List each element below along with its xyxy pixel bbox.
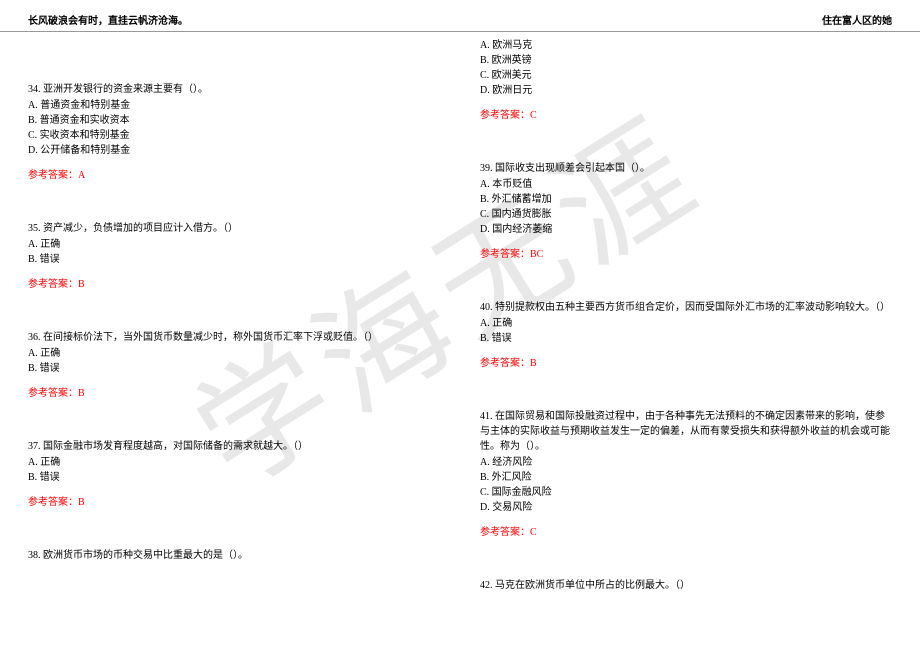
header-right-text: 住在富人区的她 (822, 12, 892, 27)
option: D. 交易风险 (480, 500, 892, 515)
page-header: 长风破浪会有时，直挂云帆济沧海。 住在富人区的她 (0, 0, 920, 32)
answer-text: 参考答案：B (28, 384, 440, 399)
option: A. 正确 (480, 316, 892, 331)
option: B. 普通资金和实收资本 (28, 113, 440, 128)
answer-text: 参考答案：C (480, 523, 892, 538)
answer-text: 参考答案：B (28, 275, 440, 290)
left-column: 34. 亚洲开发银行的资金来源主要有（）。 A. 普通资金和特别基金 B. 普通… (28, 32, 460, 625)
question-text: 42. 马克在欧洲货币单位中所占的比例最大。（） (480, 578, 892, 593)
option: D. 公开储备和特别基金 (28, 143, 440, 158)
option: C. 国际金融风险 (480, 485, 892, 500)
answer-text: 参考答案：C (480, 106, 892, 121)
option: B. 错误 (28, 252, 440, 267)
option: A. 普通资金和特别基金 (28, 98, 440, 113)
question-42: 42. 马克在欧洲货币单位中所占的比例最大。（） (480, 578, 892, 593)
option: A. 正确 (28, 346, 440, 361)
option: A. 经济风险 (480, 455, 892, 470)
question-33-tail: A. 欧洲马克 B. 欧洲英镑 C. 欧洲美元 D. 欧洲日元 参考答案：C (480, 38, 892, 121)
question-36: 36. 在间接标价法下，当外国货币数量减少时，称外国货币汇率下浮或贬值。（） A… (28, 330, 440, 399)
option: B. 欧洲英镑 (480, 53, 892, 68)
option: B. 错误 (480, 331, 892, 346)
question-text: 39. 国际收支出现顺差会引起本国（）。 (480, 161, 892, 176)
answer-text: 参考答案：B (28, 493, 440, 508)
option: A. 正确 (28, 237, 440, 252)
question-34: 34. 亚洲开发银行的资金来源主要有（）。 A. 普通资金和特别基金 B. 普通… (28, 82, 440, 181)
question-text: 35. 资产减少，负债增加的项目应计入借方。（） (28, 221, 440, 236)
option: B. 错误 (28, 361, 440, 376)
question-text: 40. 特别提款权由五种主要西方货币组合定价，因而受国际外汇市场的汇率波动影响较… (480, 300, 892, 315)
header-left-text: 长风破浪会有时，直挂云帆济沧海。 (28, 12, 188, 27)
question-text: 34. 亚洲开发银行的资金来源主要有（）。 (28, 82, 440, 97)
question-text: 38. 欧洲货币市场的币种交易中比重最大的是（）。 (28, 548, 440, 563)
option: D. 国内经济萎缩 (480, 222, 892, 237)
page-content: 34. 亚洲开发银行的资金来源主要有（）。 A. 普通资金和特别基金 B. 普通… (0, 32, 920, 625)
question-text: 37. 国际金融市场发育程度越高，对国际储备的需求就越大。（） (28, 439, 440, 454)
question-text: 36. 在间接标价法下，当外国货币数量减少时，称外国货币汇率下浮或贬值。（） (28, 330, 440, 345)
right-column: A. 欧洲马克 B. 欧洲英镑 C. 欧洲美元 D. 欧洲日元 参考答案：C 3… (460, 32, 892, 625)
question-40: 40. 特别提款权由五种主要西方货币组合定价，因而受国际外汇市场的汇率波动影响较… (480, 300, 892, 369)
option: C. 实收资本和特别基金 (28, 128, 440, 143)
option: B. 错误 (28, 470, 440, 485)
question-35: 35. 资产减少，负债增加的项目应计入借方。（） A. 正确 B. 错误 参考答… (28, 221, 440, 290)
answer-text: 参考答案：BC (480, 245, 892, 260)
answer-text: 参考答案：B (480, 354, 892, 369)
question-text: 41. 在国际贸易和国际投融资过程中，由于各种事先无法预料的不确定因素带来的影响… (480, 409, 892, 454)
question-41: 41. 在国际贸易和国际投融资过程中，由于各种事先无法预料的不确定因素带来的影响… (480, 409, 892, 538)
option: A. 欧洲马克 (480, 38, 892, 53)
option: C. 欧洲美元 (480, 68, 892, 83)
option: A. 本币贬值 (480, 177, 892, 192)
question-38: 38. 欧洲货币市场的币种交易中比重最大的是（）。 (28, 548, 440, 563)
option: C. 国内通货膨胀 (480, 207, 892, 222)
option: B. 外汇储蓄增加 (480, 192, 892, 207)
option: A. 正确 (28, 455, 440, 470)
question-39: 39. 国际收支出现顺差会引起本国（）。 A. 本币贬值 B. 外汇储蓄增加 C… (480, 161, 892, 260)
option: D. 欧洲日元 (480, 83, 892, 98)
answer-text: 参考答案：A (28, 166, 440, 181)
question-37: 37. 国际金融市场发育程度越高，对国际储备的需求就越大。（） A. 正确 B.… (28, 439, 440, 508)
option: B. 外汇风险 (480, 470, 892, 485)
